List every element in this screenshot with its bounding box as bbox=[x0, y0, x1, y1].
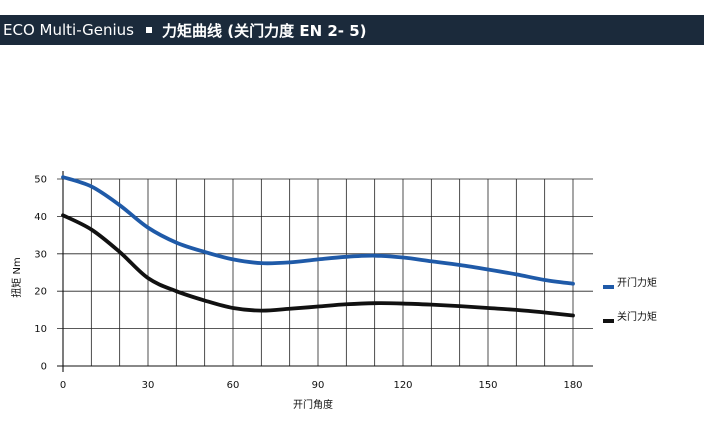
series-line-2 bbox=[61, 213, 575, 318]
series-line-1 bbox=[61, 175, 575, 286]
y-tick-label: 30 bbox=[34, 249, 47, 260]
x-tick-label: 30 bbox=[142, 380, 155, 391]
x-tick-label: 150 bbox=[478, 380, 497, 391]
x-tick-label: 120 bbox=[393, 380, 412, 391]
header-bullet-icon bbox=[146, 27, 153, 33]
y-tick-label: 50 bbox=[34, 175, 47, 186]
legend-label-1: 开门力矩 bbox=[617, 276, 657, 289]
header-title: ECO Multi-Genius bbox=[3, 21, 135, 39]
chart-grid bbox=[57, 178, 593, 366]
x-tick-label: 180 bbox=[563, 380, 582, 391]
chart-series bbox=[61, 175, 575, 318]
y-tick-label: 10 bbox=[34, 324, 47, 335]
y-tick-label: 0 bbox=[41, 362, 47, 373]
x-axis-label: 开门角度 bbox=[293, 398, 333, 411]
x-tick-label: 90 bbox=[312, 380, 325, 391]
legend-label-2: 关门力矩 bbox=[617, 310, 657, 323]
y-axis-label: 扭矩 Nm bbox=[10, 257, 23, 297]
y-tick-label: 20 bbox=[34, 287, 47, 298]
x-tick-label: 60 bbox=[227, 380, 240, 391]
chart-tick-labels: 0 30 60 90 120 150 180 0 10 20 30 40 50 bbox=[34, 175, 582, 392]
header-bar: ECO Multi-Genius 力矩曲线 (关门力度 EN 2- 5) bbox=[0, 15, 704, 45]
chart-axes bbox=[57, 171, 593, 372]
header-subtitle: 力矩曲线 (关门力度 EN 2- 5) bbox=[162, 21, 367, 40]
x-tick-label: 0 bbox=[60, 380, 66, 391]
y-tick-label: 40 bbox=[34, 212, 47, 223]
